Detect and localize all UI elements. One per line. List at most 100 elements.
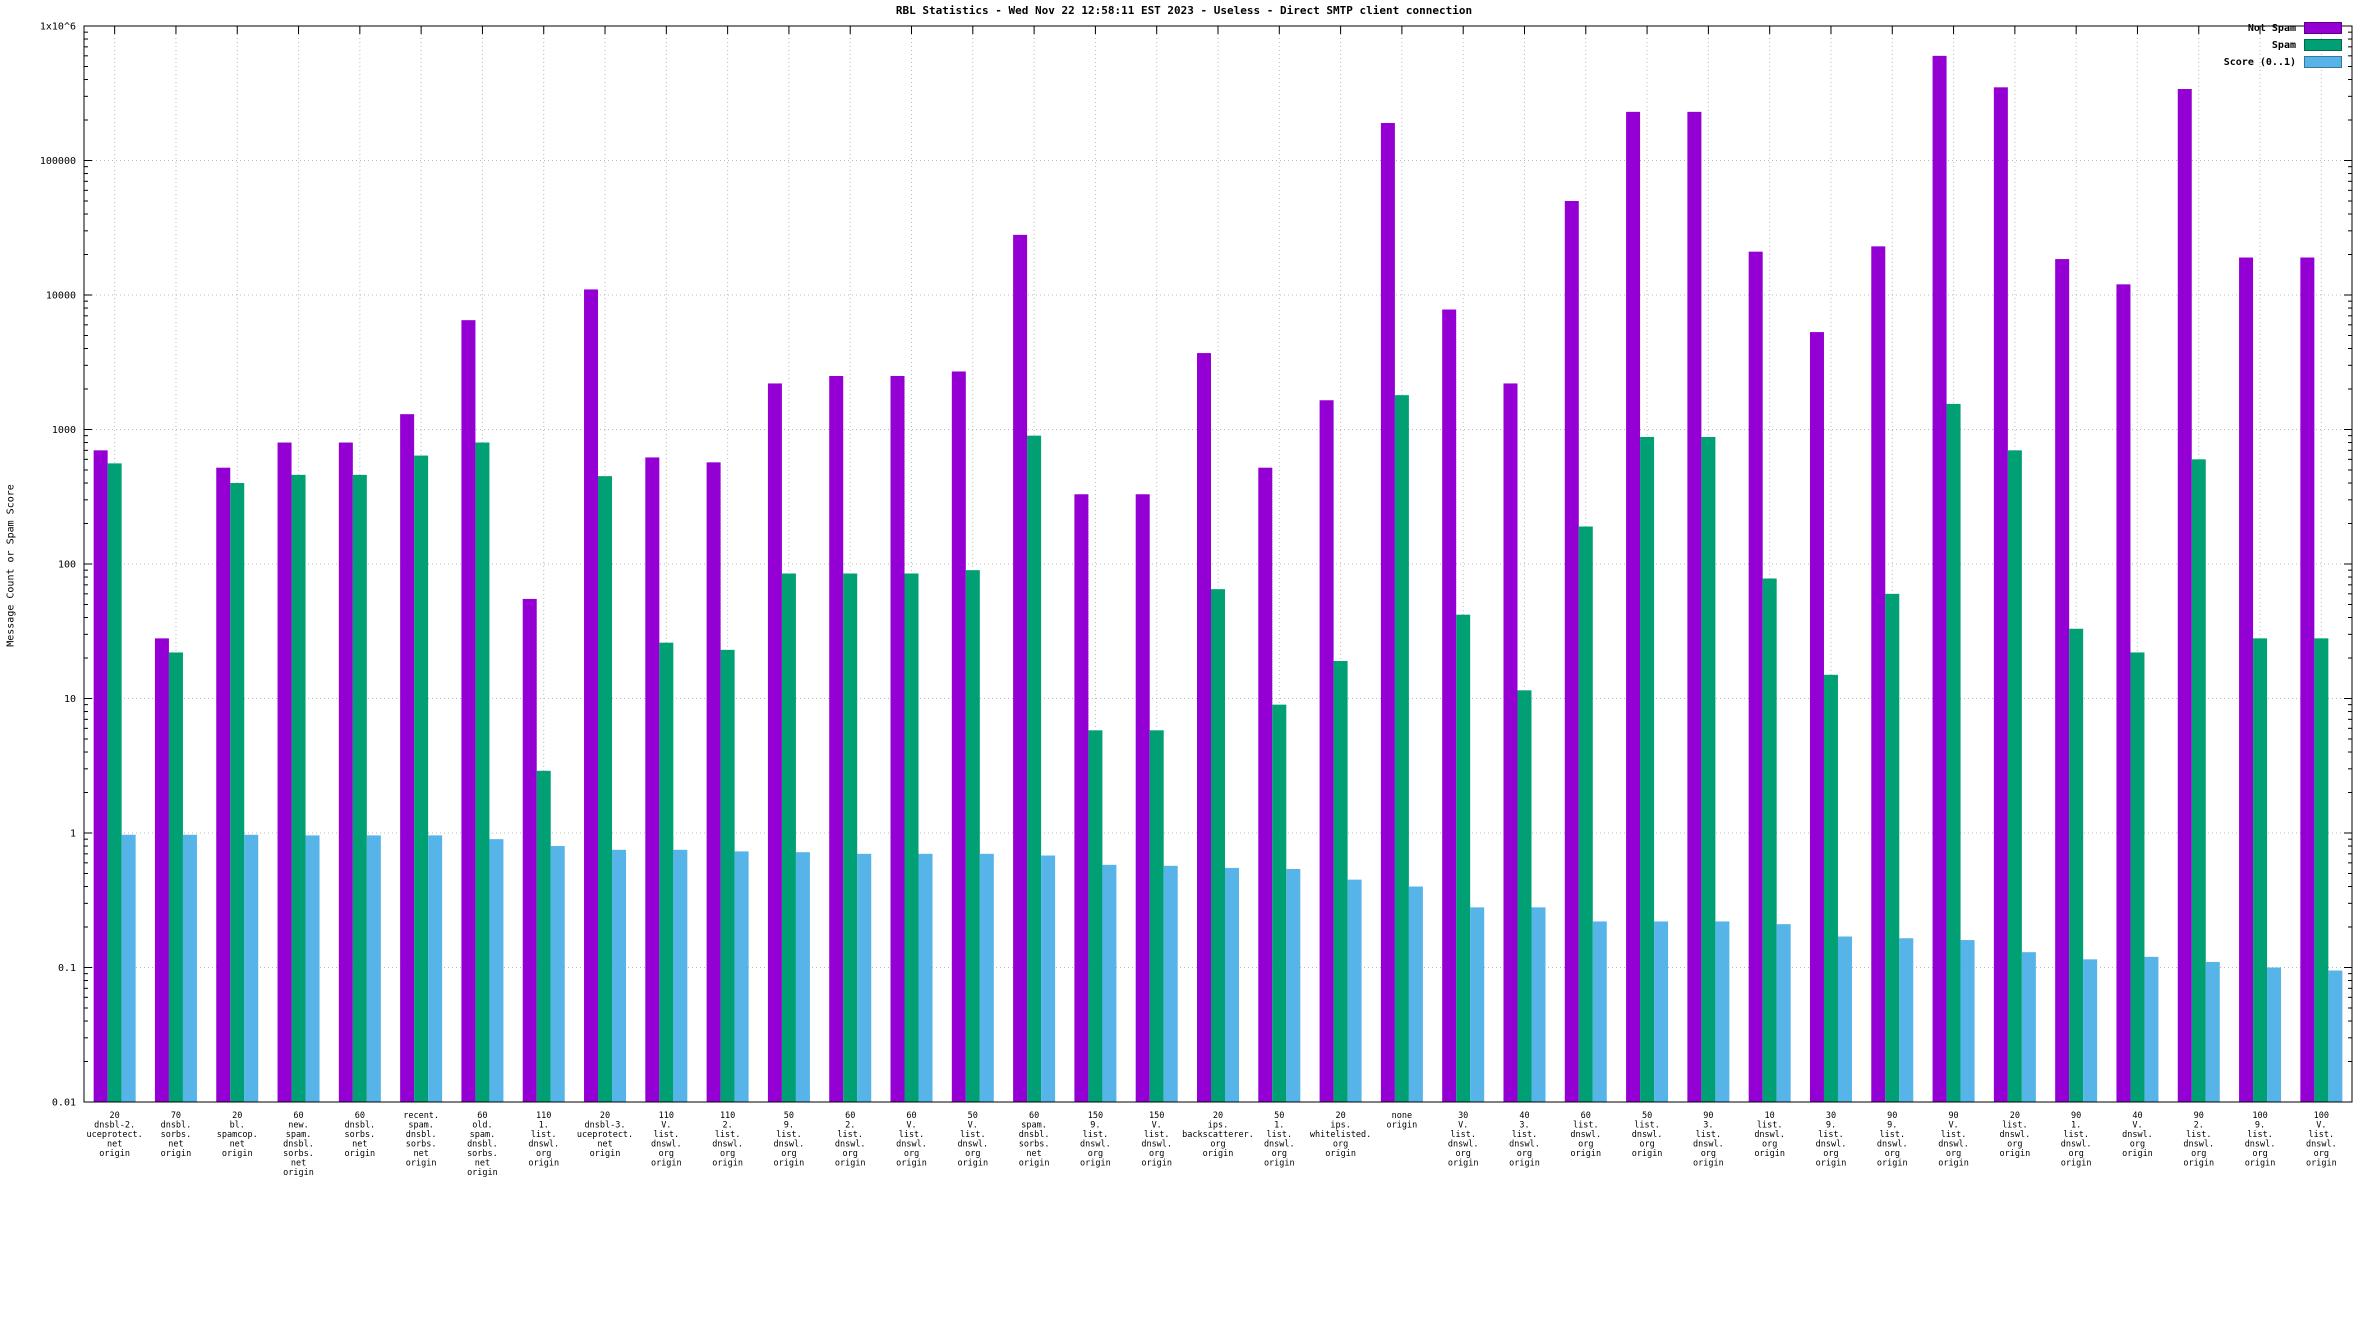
bar-spam <box>1762 578 1777 1102</box>
bar-score-0-1- <box>366 835 381 1102</box>
axis-text: org <box>1333 1140 1348 1150</box>
axis-text: net <box>1026 1149 1041 1159</box>
axis-text: net <box>107 1140 122 1150</box>
axis-text: list. <box>776 1130 802 1140</box>
axis-text: dnswl. <box>957 1140 988 1150</box>
bar-not-spam <box>1013 234 1028 1102</box>
axis-text: sorbs. <box>283 1149 314 1159</box>
axis-text: origin <box>1877 1159 1908 1169</box>
axis-text: org <box>1823 1149 1838 1159</box>
axis-text: origin <box>1264 1159 1295 1169</box>
axis-text: origin <box>1203 1149 1234 1159</box>
axis-text: list. <box>1634 1121 1660 1131</box>
bar-not-spam <box>829 375 844 1103</box>
axis-text: dnswl. <box>651 1140 682 1150</box>
axis-text: 1. <box>1274 1121 1284 1131</box>
axis-text: dnswl. <box>2306 1140 2337 1150</box>
axis-text: list. <box>1941 1130 1967 1140</box>
axis-text: V. <box>1152 1121 1162 1131</box>
axis-text: dnswl. <box>1938 1140 1969 1150</box>
axis-text: origin <box>467 1168 498 1178</box>
axis-text: origin <box>1816 1159 1847 1169</box>
axis-text: 10 <box>1765 1111 1775 1121</box>
axis-text: origin <box>2061 1159 2092 1169</box>
legend-item-spam: Spam <box>2224 39 2342 51</box>
axis-text: list. <box>899 1130 925 1140</box>
axis-text: list. <box>1267 1130 1293 1140</box>
axis-text: dnsbl. <box>467 1140 498 1150</box>
bar-not-spam <box>1074 494 1089 1102</box>
axis-text: origin <box>2306 1159 2337 1169</box>
axis-text: origin <box>1019 1159 1050 1169</box>
bar-spam <box>291 474 306 1102</box>
axis-text: 40 <box>1519 1111 1529 1121</box>
bar-spam <box>1823 674 1838 1102</box>
axis-text: 60 <box>477 1111 487 1121</box>
axis-text: org <box>1149 1149 1164 1159</box>
bar-score-0-1- <box>1470 907 1485 1102</box>
axis-text: origin <box>528 1159 559 1169</box>
axis-text: list. <box>1450 1130 1476 1140</box>
bar-score-0-1- <box>1347 879 1362 1102</box>
legend-label-spam: Spam <box>2271 39 2296 51</box>
bar-spam <box>1088 730 1103 1102</box>
axis-text: 100000 <box>40 156 76 167</box>
bar-not-spam <box>1809 332 1824 1102</box>
axis-text: list. <box>1144 1130 1170 1140</box>
axis-text: org <box>2130 1140 2145 1150</box>
axis-text: org <box>1885 1149 1900 1159</box>
axis-text: dnswl. <box>1448 1140 1479 1150</box>
plot-border <box>83 25 2353 1103</box>
bar-score-0-1- <box>1837 936 1852 1102</box>
bar-spam <box>1149 730 1164 1102</box>
axis-text: 50 <box>1274 1111 1284 1121</box>
axis-text: dnswl. <box>2061 1140 2092 1150</box>
bar-score-0-1- <box>428 835 443 1102</box>
axis-text: org <box>1762 1140 1777 1150</box>
axis-text: org <box>965 1149 980 1159</box>
axis-text: dnsbl. <box>344 1121 375 1131</box>
axis-text: org <box>904 1149 919 1159</box>
axis-text: origin <box>2245 1159 2276 1169</box>
bar-not-spam <box>1135 494 1150 1102</box>
bar-score-0-1- <box>1408 886 1423 1102</box>
bar-spam <box>2069 628 2084 1102</box>
bar-not-spam <box>645 457 660 1102</box>
bar-score-0-1- <box>1715 921 1730 1102</box>
axis-text: 100 <box>2252 1111 2267 1121</box>
axis-text: V. <box>2132 1121 2142 1131</box>
axis-text: ips. <box>1330 1121 1350 1131</box>
axis-text: 20 <box>1213 1111 1223 1121</box>
axis-text: org <box>1210 1140 1225 1150</box>
axis-text: spam. <box>286 1130 312 1140</box>
axis-text: net <box>352 1140 367 1150</box>
axis-text: net <box>230 1140 245 1150</box>
axis-text: dnswl. <box>712 1140 743 1150</box>
bar-score-0-1- <box>2144 956 2159 1102</box>
bar-score-0-1- <box>1531 907 1546 1102</box>
axis-text: 100 <box>58 560 76 571</box>
axis-text: 20 <box>2010 1111 2020 1121</box>
axis-text: 50 <box>1642 1111 1652 1121</box>
bar-not-spam <box>1564 200 1579 1103</box>
axis-text: origin <box>344 1149 375 1159</box>
bar-spam <box>2314 638 2329 1102</box>
bar-not-spam <box>890 375 905 1103</box>
axis-text: net <box>597 1140 612 1150</box>
axis-text: 70 <box>171 1111 181 1121</box>
bar-spam <box>1640 436 1655 1103</box>
axis-text: none <box>1392 1111 1412 1121</box>
axis-text: 0.1 <box>58 963 76 974</box>
bar-spam <box>2007 450 2022 1102</box>
bar-not-spam <box>1871 246 1886 1103</box>
bar-not-spam <box>767 383 782 1102</box>
axis-text: 1. <box>2071 1121 2081 1131</box>
axis-text: dnswl. <box>1754 1130 1785 1140</box>
axis-text: origin <box>99 1149 130 1159</box>
axis-text: org <box>843 1149 858 1159</box>
axis-text: org <box>2068 1149 2083 1159</box>
bar-not-spam <box>461 320 476 1102</box>
bar-not-spam <box>584 289 599 1102</box>
